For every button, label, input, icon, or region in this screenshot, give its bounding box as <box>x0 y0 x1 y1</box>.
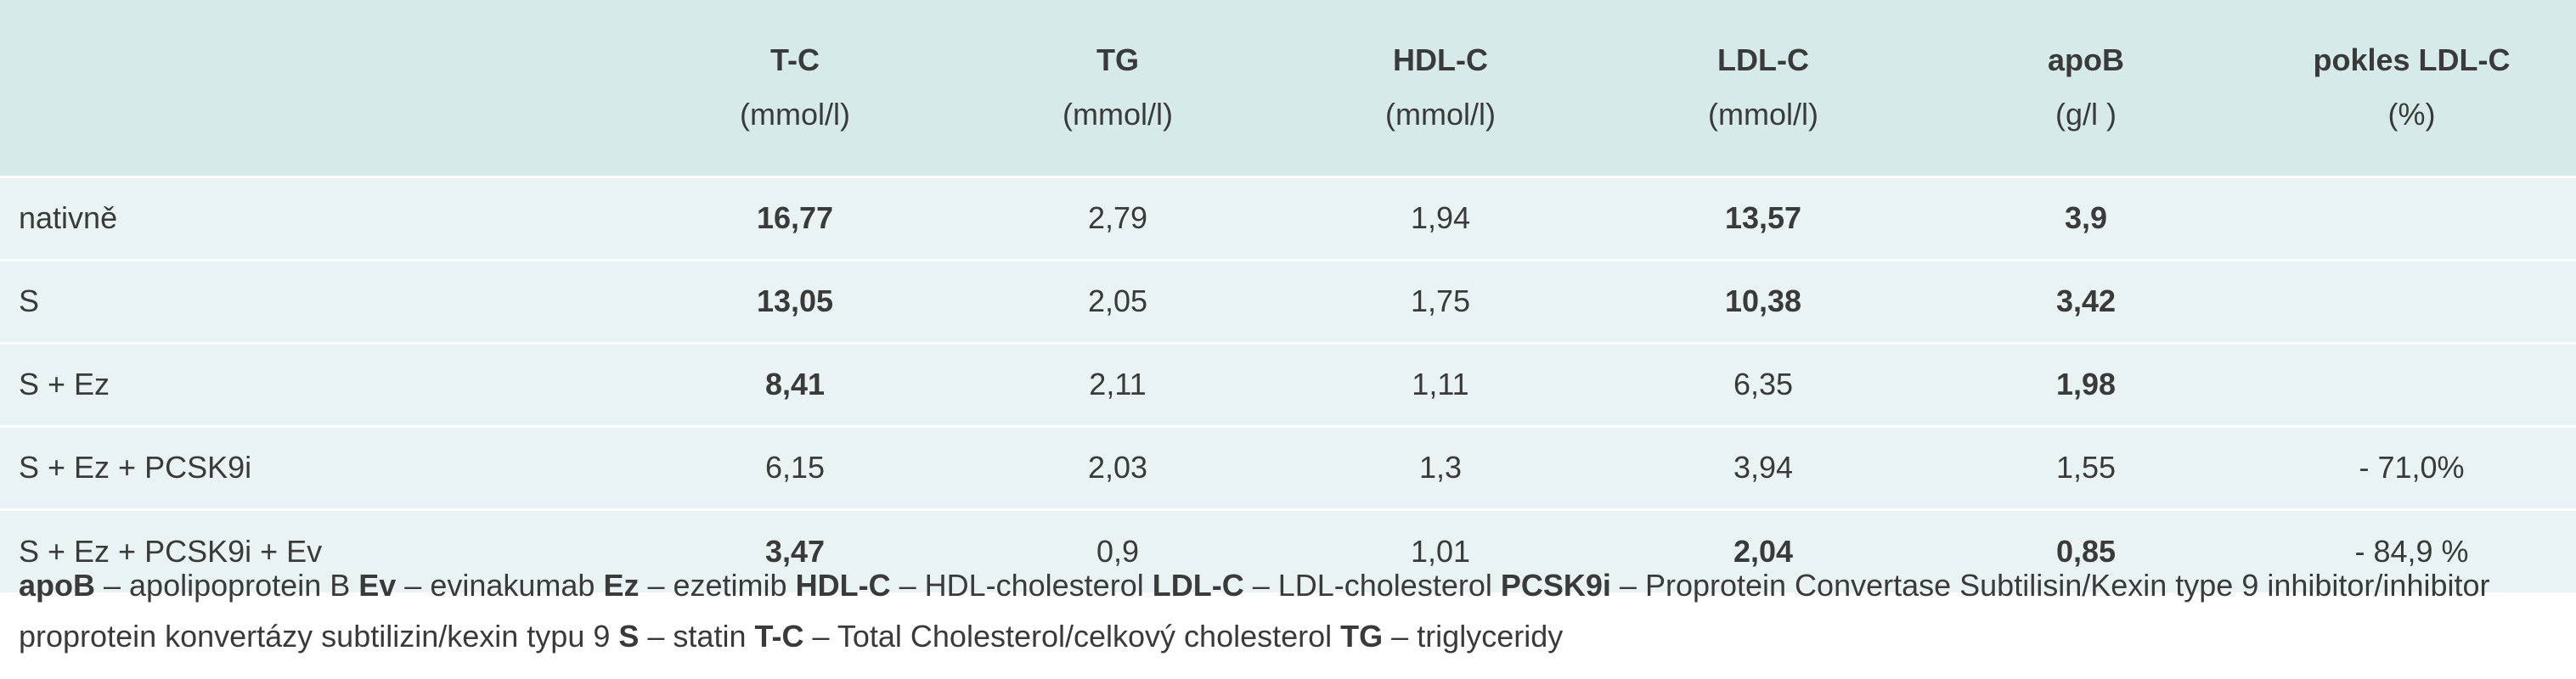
table-row: S + Ez + PCSK9i 6,15 2,03 1,3 3,94 1,55 … <box>0 426 2576 509</box>
legend-definition: Proprotein Convertase Subtilisin/Kexin t… <box>19 568 2490 654</box>
table-row: nativně 16,77 2,79 1,94 13,57 3,9 <box>0 177 2576 260</box>
legend-term: LDL-C <box>1152 568 1244 603</box>
header-cell-hdl-c: HDL-C (mmol/l) <box>1279 0 1602 177</box>
header-cell-t-c: T-C (mmol/l) <box>634 0 956 177</box>
cell-apob: 1,98 <box>2055 367 2117 401</box>
cell-ldl-decrease <box>2247 177 2576 260</box>
header-unit: (mmol/l) <box>740 97 850 132</box>
row-label: S <box>19 283 40 318</box>
cell-hdl-c: 1,01 <box>1410 533 1471 569</box>
legend-separator: – <box>1383 619 1418 654</box>
cell-apob: 0,85 <box>2055 533 2117 569</box>
legend-separator: – <box>803 619 837 654</box>
cell-ldl-c: 2,04 <box>1733 533 1794 569</box>
cell-hdl-c: 1,94 <box>1410 200 1471 235</box>
legend-term: Ev <box>358 568 397 603</box>
header-label: TG <box>1096 42 1139 78</box>
legend-definition: Total Cholesterol/celkový cholesterol <box>837 619 1333 654</box>
cell-hdl-c: 1,3 <box>1418 450 1463 485</box>
header-label: pokles LDL-C <box>2313 42 2511 78</box>
header-label: LDL-C <box>1717 42 1809 78</box>
cell-ldl-c: 3,94 <box>1733 450 1794 485</box>
cell-apob: 3,42 <box>2055 283 2117 318</box>
legend-separator: – <box>95 568 130 603</box>
row-label: S + Ez <box>19 367 110 401</box>
cell-tg: 2,79 <box>1087 200 1148 235</box>
legend-definition: apolipoprotein B <box>129 568 351 603</box>
legend-definition: evinakumab <box>430 568 595 603</box>
legend-term: apoB <box>19 568 95 603</box>
legend-term: TG <box>1340 619 1384 654</box>
legend-separator: – <box>1243 568 1278 603</box>
cell-tg: 2,05 <box>1087 283 1148 318</box>
row-label: S + Ez + PCSK9i <box>19 450 252 485</box>
header-unit: (g/l ) <box>2055 97 2117 132</box>
table-body: nativně 16,77 2,79 1,94 13,57 3,9 S 13,0… <box>0 177 2576 592</box>
header-unit: (mmol/l) <box>1708 97 1818 132</box>
header-cell-treatment <box>0 0 634 177</box>
cell-apob: 3,9 <box>2064 200 2108 235</box>
legend-definition: LDL-cholesterol <box>1277 568 1492 603</box>
legend-definition: HDL-cholesterol <box>924 568 1144 603</box>
legend-term: PCSK9i <box>1500 568 1611 603</box>
cell-ldl-c: 13,57 <box>1724 200 1802 235</box>
table-row: S 13,05 2,05 1,75 10,38 3,42 <box>0 260 2576 343</box>
lipid-table: T-C (mmol/l) TG (mmol/l) HDL-C (mmol/l) … <box>0 0 2576 592</box>
legend-separator: – <box>639 568 674 603</box>
row-label: nativně <box>19 200 118 235</box>
header-unit: (%) <box>2387 97 2436 132</box>
legend-definition: statin <box>673 619 747 654</box>
cell-ldl-c: 10,38 <box>1724 283 1802 318</box>
header-label: apoB <box>2048 42 2124 78</box>
cell-hdl-c: 1,11 <box>1412 367 1469 401</box>
legend-term: T-C <box>754 619 804 654</box>
legend-definition: triglyceridy <box>1417 619 1564 654</box>
abbreviation-legend: apoB – apolipoprotein B Ev – evinakumab … <box>19 560 2558 662</box>
cell-ldl-decrease <box>2247 260 2576 343</box>
cell-tg: 0,9 <box>1096 533 1140 569</box>
header-cell-ldl-decrease: pokles LDL-C (%) <box>2247 0 2576 177</box>
cell-tg: 2,03 <box>1087 450 1148 485</box>
legend-separator: – <box>396 568 431 603</box>
cell-ldl-decrease: - 71,0% <box>2359 450 2465 485</box>
table-row: S + Ez 8,41 2,11 1,11 6,35 1,98 <box>0 343 2576 426</box>
legend-separator: – <box>890 568 925 603</box>
header-unit: (mmol/l) <box>1385 97 1496 132</box>
header-label: HDL-C <box>1393 42 1488 78</box>
cell-t-c: 8,41 <box>764 367 826 401</box>
legend-separator: – <box>1610 568 1645 603</box>
legend-definition: ezetimib <box>673 568 787 603</box>
header-cell-apob: apoB (g/l ) <box>1925 0 2247 177</box>
cell-ldl-decrease <box>2247 343 2576 426</box>
table-header: T-C (mmol/l) TG (mmol/l) HDL-C (mmol/l) … <box>0 0 2576 177</box>
lipid-table-wrapper: T-C (mmol/l) TG (mmol/l) HDL-C (mmol/l) … <box>0 0 2576 592</box>
cell-t-c: 3,47 <box>764 533 826 569</box>
row-label: S + Ez + PCSK9i + Ev <box>19 533 323 569</box>
table-row: S + Ez + PCSK9i + Ev 3,47 0,9 1,01 2,04 … <box>0 509 2576 592</box>
legend-separator: – <box>639 619 674 654</box>
header-cell-tg: TG (mmol/l) <box>956 0 1279 177</box>
cell-t-c: 6,15 <box>764 450 826 485</box>
cell-apob: 1,55 <box>2055 450 2117 485</box>
cell-t-c: 16,77 <box>756 200 834 235</box>
header-cell-ldl-c: LDL-C (mmol/l) <box>1602 0 1925 177</box>
header-row: T-C (mmol/l) TG (mmol/l) HDL-C (mmol/l) … <box>0 0 2576 177</box>
legend-term: Ez <box>603 568 640 603</box>
cell-tg: 2,11 <box>1089 367 1147 401</box>
legend-term: HDL-C <box>795 568 891 603</box>
cell-hdl-c: 1,75 <box>1410 283 1471 318</box>
cell-ldl-decrease: - 84,9 % <box>2354 533 2469 569</box>
cell-ldl-c: 6,35 <box>1733 367 1794 401</box>
legend-term: S <box>618 619 640 654</box>
header-label: T-C <box>770 42 820 78</box>
cell-t-c: 13,05 <box>756 283 834 318</box>
header-unit: (mmol/l) <box>1063 97 1173 132</box>
